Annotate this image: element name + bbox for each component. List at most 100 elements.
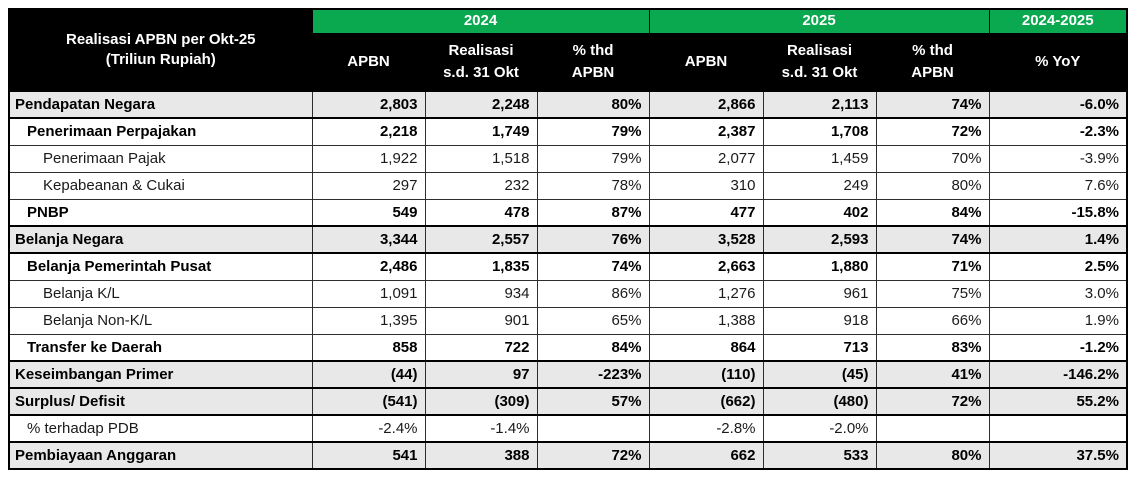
apbn-table: Realisasi APBN per Okt-25 (Triliun Rupia… — [8, 8, 1128, 470]
value-cell: -2.8% — [648, 414, 764, 443]
col-header-pct-thd-2025: % thd APBN — [875, 32, 990, 92]
value-cell: 722 — [424, 333, 538, 362]
value-cell: 83% — [875, 333, 990, 362]
row-label: Kepabeanan & Cukai — [8, 171, 313, 200]
value-cell: -2.3% — [988, 117, 1128, 146]
row-label: Belanja K/L — [8, 279, 313, 308]
year-header-row: Realisasi APBN per Okt-25 (Triliun Rupia… — [8, 8, 1128, 92]
table-row: Belanja K/L 1,091 934 86% 1,276 961 75% 3.0% — [8, 279, 1128, 308]
col-header-label: s.d. 31 Okt — [781, 63, 858, 81]
value-cell: (541) — [311, 387, 426, 416]
value-cell: 41% — [875, 360, 990, 389]
row-label: Belanja Negara — [8, 225, 313, 254]
row-label: Penerimaan Pajak — [8, 144, 313, 173]
row-label: % terhadap PDB — [8, 414, 313, 443]
value-cell: (662) — [648, 387, 764, 416]
value-cell: 74% — [875, 225, 990, 254]
year-group-2024: 2024 — [311, 8, 650, 34]
value-cell: 2,113 — [762, 90, 877, 119]
value-cell: 86% — [536, 279, 650, 308]
value-cell: 74% — [536, 252, 650, 281]
value-cell: 297 — [311, 171, 426, 200]
value-cell: (44) — [311, 360, 426, 389]
col-header-realisasi-2024: Realisasi s.d. 31 Okt — [424, 32, 538, 92]
table-row: Pembiayaan Anggaran 541 388 72% 662 533 80% 37.… — [8, 441, 1128, 470]
value-cell: 713 — [762, 333, 877, 362]
value-cell: 858 — [311, 333, 426, 362]
year-group-2024-2025: 2024-2025 — [988, 8, 1128, 34]
value-cell: 76% — [536, 225, 650, 254]
value-cell: 65% — [536, 306, 650, 335]
row-label: Transfer ke Daerah — [8, 333, 313, 362]
value-cell: -223% — [536, 360, 650, 389]
col-header-apbn-2025: APBN — [648, 32, 764, 92]
col-header-label: % thd — [912, 42, 953, 59]
col-header-realisasi-2025: Realisasi s.d. 31 Okt — [762, 32, 877, 92]
value-cell: 1.9% — [988, 306, 1128, 335]
table-row: Belanja Non-K/L 1,395 901 65% 1,388 918 66% 1.9… — [8, 306, 1128, 335]
col-header-label: s.d. 31 Okt — [443, 63, 519, 81]
value-cell: 478 — [424, 198, 538, 227]
value-cell: 57% — [536, 387, 650, 416]
value-cell: 1,276 — [648, 279, 764, 308]
table-row: Keseimbangan Primer (44) 97 -223% (110) (45) 4… — [8, 360, 1128, 389]
value-cell: 78% — [536, 171, 650, 200]
value-cell: 80% — [875, 441, 990, 470]
value-cell: 1,880 — [762, 252, 877, 281]
value-cell: 2,593 — [762, 225, 877, 254]
value-cell: 70% — [875, 144, 990, 173]
value-cell: 918 — [762, 306, 877, 335]
value-cell — [988, 414, 1128, 443]
col-header-label: APBN — [911, 63, 954, 81]
value-cell: 477 — [648, 198, 764, 227]
value-cell: 75% — [875, 279, 990, 308]
value-cell: -2.4% — [311, 414, 426, 443]
value-cell: 3.0% — [988, 279, 1128, 308]
value-cell: 3,528 — [648, 225, 764, 254]
value-cell: -1.2% — [988, 333, 1128, 362]
value-cell: 72% — [875, 117, 990, 146]
value-cell: -1.4% — [424, 414, 538, 443]
value-cell: 55.2% — [988, 387, 1128, 416]
value-cell: 662 — [648, 441, 764, 470]
table-row: Pendapatan Negara 2,803 2,248 80% 2,866 2,113… — [8, 90, 1128, 119]
value-cell: 1,091 — [311, 279, 426, 308]
col-header-label: APBN — [571, 63, 615, 81]
value-cell: 2,803 — [311, 90, 426, 119]
value-cell: 72% — [875, 387, 990, 416]
value-cell: -15.8% — [988, 198, 1128, 227]
col-header-label: % thd — [572, 42, 614, 59]
column-header-row: APBN Realisasi s.d. 31 Okt % thd APBN AP… — [9, 32, 1128, 92]
value-cell: 1,459 — [762, 144, 877, 173]
row-label: Pendapatan Negara — [8, 90, 313, 119]
value-cell: 549 — [311, 198, 426, 227]
value-cell: 2,218 — [311, 117, 426, 146]
value-cell: 79% — [536, 117, 650, 146]
value-cell: -3.9% — [988, 144, 1128, 173]
value-cell: 2,486 — [311, 252, 426, 281]
value-cell: 84% — [875, 198, 990, 227]
value-cell: (45) — [762, 360, 877, 389]
value-cell: 2,387 — [648, 117, 764, 146]
col-header-yoy: % YoY — [988, 32, 1128, 92]
row-label: Belanja Non-K/L — [8, 306, 313, 335]
value-cell: 84% — [536, 333, 650, 362]
value-cell: 80% — [875, 171, 990, 200]
value-cell: 2,866 — [648, 90, 764, 119]
value-cell: (110) — [648, 360, 764, 389]
row-label: Surplus/ Defisit — [8, 387, 313, 416]
value-cell: 3,344 — [311, 225, 426, 254]
value-cell: 1,395 — [311, 306, 426, 335]
value-cell: 1,922 — [311, 144, 426, 173]
table-row: Belanja Negara 3,344 2,557 76% 3,528 2,593 74%… — [8, 225, 1128, 254]
col-header-label: APBN — [347, 52, 390, 70]
title-line-2: (Triliun Rupiah) — [105, 51, 216, 68]
value-cell: 37.5% — [988, 441, 1128, 470]
value-cell: 1,388 — [648, 306, 764, 335]
col-header-label: Realisasi — [448, 42, 514, 59]
value-cell: 961 — [762, 279, 877, 308]
value-cell: 2,248 — [424, 90, 538, 119]
year-group-2025: 2025 — [648, 8, 990, 34]
value-cell: 80% — [536, 90, 650, 119]
row-label: Pembiayaan Anggaran — [8, 441, 313, 470]
